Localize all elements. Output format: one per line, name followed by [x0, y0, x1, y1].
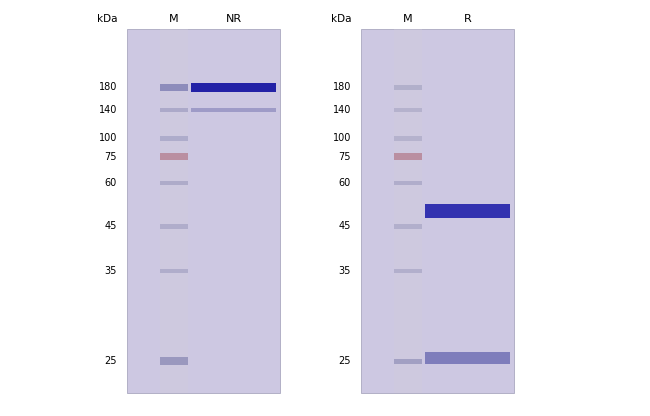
Text: 25: 25	[339, 356, 351, 366]
Bar	[425, 352, 510, 364]
Text: 45: 45	[339, 221, 351, 231]
Text: 140: 140	[333, 105, 351, 115]
Bar	[395, 269, 422, 273]
Bar	[127, 29, 280, 393]
Bar	[161, 108, 188, 112]
Bar	[161, 224, 188, 228]
Bar	[361, 29, 514, 393]
Text: 25: 25	[105, 356, 117, 366]
Text: NR: NR	[226, 14, 242, 24]
Text: kDa: kDa	[330, 14, 351, 24]
Bar	[161, 181, 188, 185]
Text: kDa: kDa	[96, 14, 117, 24]
Text: 140: 140	[99, 105, 117, 115]
Text: 180: 180	[99, 82, 117, 92]
Text: 45: 45	[105, 221, 117, 231]
Bar	[425, 204, 510, 218]
Bar	[395, 224, 422, 228]
Text: M: M	[403, 14, 413, 24]
Bar	[161, 136, 188, 141]
Text: 75: 75	[339, 151, 351, 161]
Text: 100: 100	[333, 133, 351, 144]
Text: 60: 60	[105, 178, 117, 188]
Bar	[395, 359, 422, 364]
Text: 35: 35	[105, 266, 117, 276]
Bar	[395, 29, 422, 393]
Text: 180: 180	[333, 82, 351, 92]
Bar	[395, 85, 422, 90]
Bar	[191, 83, 276, 92]
Bar	[161, 269, 188, 273]
Bar	[191, 108, 276, 112]
Text: 35: 35	[339, 266, 351, 276]
Bar	[395, 108, 422, 112]
Text: 75: 75	[105, 151, 117, 161]
Bar	[395, 136, 422, 141]
Bar	[395, 181, 422, 185]
Text: 100: 100	[99, 133, 117, 144]
Text: M: M	[169, 14, 179, 24]
Bar	[395, 154, 422, 160]
Bar	[161, 84, 188, 91]
Bar	[161, 29, 188, 393]
Bar	[161, 357, 188, 365]
Text: 60: 60	[339, 178, 351, 188]
Bar	[161, 154, 188, 160]
Text: R: R	[464, 14, 471, 24]
